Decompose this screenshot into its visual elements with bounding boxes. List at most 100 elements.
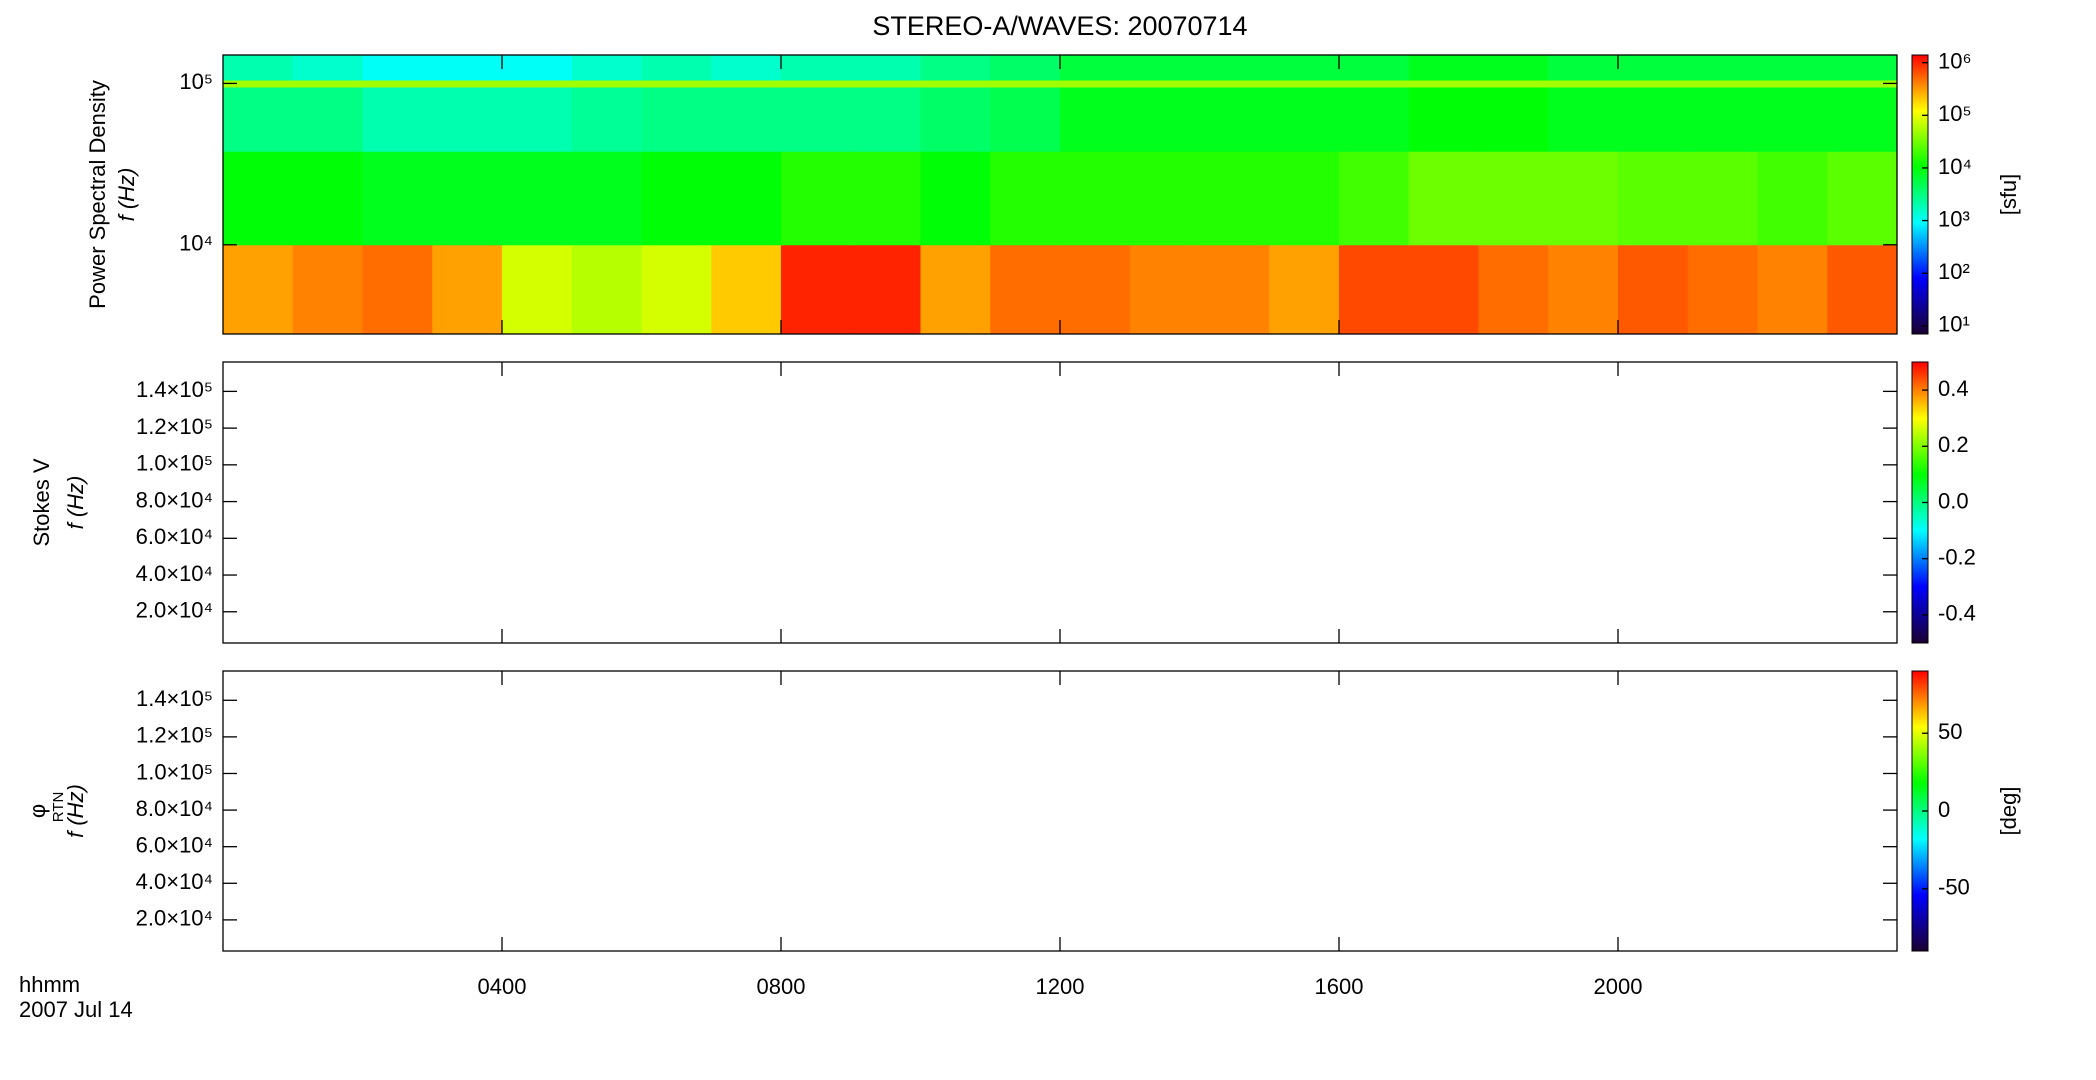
x-tick-label: 0800 [757, 974, 806, 999]
y-tick-label: 6.0×10⁴ [136, 832, 213, 857]
heatmap-cell [362, 151, 433, 246]
colorbar [1911, 54, 1929, 335]
heatmap-cell [781, 151, 852, 246]
y-axis-label-subscript: RTN [50, 792, 67, 823]
heatmap-cell [1548, 79, 1619, 88]
heatmap-cell [1060, 87, 1131, 152]
heatmap-cell [1269, 55, 1340, 81]
heatmap-cell [1757, 151, 1828, 246]
heatmap-cell [1618, 244, 1689, 335]
heatmap-cell [920, 55, 991, 81]
heatmap-cell [432, 151, 503, 246]
y-tick-label: 6.0×10⁴ [136, 524, 213, 549]
heatmap-cell [362, 244, 433, 335]
y-tick-label: 2.0×10⁴ [136, 598, 213, 623]
heatmap-cell [711, 87, 782, 152]
y-tick-label: 4.0×10⁴ [136, 869, 213, 894]
heatmap-cell [223, 79, 294, 88]
heatmap-cell [362, 55, 433, 81]
heatmap-cell [1269, 244, 1340, 335]
heatmap-cell [990, 151, 1061, 246]
x-tick-label: 1600 [1315, 974, 1364, 999]
heatmap-cell [1478, 87, 1549, 152]
heatmap-cell [1060, 55, 1131, 81]
y-tick-label: 8.0×10⁴ [136, 487, 213, 512]
heatmap-cell [1478, 151, 1549, 246]
heatmap-cell [432, 87, 503, 152]
heatmap-cell [1478, 55, 1549, 81]
heatmap-cell [1199, 87, 1270, 152]
heatmap-cell [850, 151, 921, 246]
heatmap-cell [502, 79, 573, 88]
heatmap-cell [1827, 79, 1898, 88]
heatmap-cell [1339, 244, 1410, 335]
heatmap-cell [571, 244, 642, 335]
heatmap-cell [1408, 79, 1479, 88]
heatmap-cell [1060, 151, 1131, 246]
heatmap-cell [1408, 151, 1479, 246]
chart-title: STEREO-A/WAVES: 20070714 [872, 11, 1247, 41]
heatmap-cell [781, 79, 852, 88]
heatmap-cell [641, 79, 712, 88]
colorbar-tick-label: 10² [1938, 259, 1970, 284]
heatmap-cell [223, 244, 294, 335]
heatmap-cell [1757, 244, 1828, 335]
heatmap-cell [850, 244, 921, 335]
heatmap-cell [1199, 151, 1270, 246]
heatmap-cell [1060, 244, 1131, 335]
y-axis-label-symbol: φ [25, 804, 50, 818]
heatmap-cell [571, 87, 642, 152]
heatmap-cell [362, 79, 433, 88]
heatmap-cell [292, 244, 363, 335]
y-tick-label: 1.2×10⁵ [136, 414, 213, 439]
x-axis-label: hhmm [19, 972, 80, 997]
heatmap-cell [1408, 244, 1479, 335]
heatmap-cell [1339, 87, 1410, 152]
y-tick-label: 10⁴ [179, 231, 213, 256]
heatmap-cell [1129, 244, 1200, 335]
heatmap-cell [1199, 55, 1270, 81]
heatmap-cell [990, 55, 1061, 81]
y-tick-label: 2.0×10⁴ [136, 906, 213, 931]
y-tick-label: 1.4×10⁵ [136, 686, 213, 711]
heatmap-cell [711, 244, 782, 335]
colorbar-tick-label: 10⁵ [1938, 101, 1972, 126]
x-tick-label: 0400 [478, 974, 527, 999]
heatmap-cell [850, 55, 921, 81]
y-tick-label: 1.0×10⁵ [136, 451, 213, 476]
y-axis-label: f (Hz) [63, 476, 88, 530]
heatmap-cell [990, 87, 1061, 152]
heatmap-cell [1478, 244, 1549, 335]
heatmap-cell [502, 87, 573, 152]
heatmap-cell [641, 244, 712, 335]
x-tick-label: 1200 [1036, 974, 1085, 999]
heatmap-cell [1339, 151, 1410, 246]
heatmap-cell [1478, 79, 1549, 88]
y-axis-label: f (Hz) [63, 784, 88, 838]
heatmap-cell [1548, 55, 1619, 81]
y-tick-label: 4.0×10⁴ [136, 561, 213, 586]
heatmap-cell [850, 79, 921, 88]
y-axis-label: Power Spectral Density [85, 80, 110, 309]
heatmap-cell [711, 151, 782, 246]
heatmap-cell [1618, 151, 1689, 246]
heatmap-cell [781, 87, 852, 152]
heatmap-cell [1129, 87, 1200, 152]
colorbar-tick-label: 0.2 [1938, 432, 1969, 457]
heatmap-cell [781, 244, 852, 335]
heatmap-cell [990, 244, 1061, 335]
colorbar-tick-label: 10⁶ [1938, 49, 1972, 74]
heatmap-cell [1827, 87, 1898, 152]
heatmap-cell [223, 55, 294, 81]
heatmap-cell [223, 87, 294, 152]
heatmap-cell [641, 151, 712, 246]
colorbar-tick-label: 10¹ [1938, 312, 1970, 337]
heatmap-cell [990, 79, 1061, 88]
heatmap-cell [1687, 244, 1758, 335]
heatmap-cell [1827, 244, 1898, 335]
heatmap-cell [432, 244, 503, 335]
heatmap-cell [1408, 55, 1479, 81]
heatmap-cell [571, 79, 642, 88]
date-label: 2007 Jul 14 [19, 997, 133, 1022]
heatmap-cell [1757, 87, 1828, 152]
